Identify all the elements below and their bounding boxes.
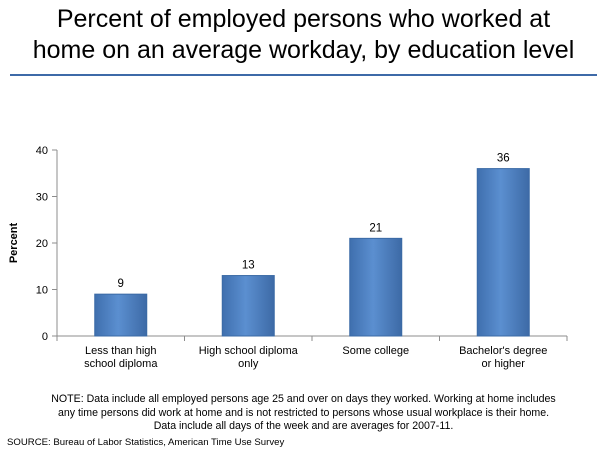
- y-tick-label: 10: [36, 285, 48, 297]
- chart-title: Percent of employed persons who worked a…: [0, 4, 607, 66]
- title-line-2: home on an average workday, by education…: [32, 36, 575, 64]
- bar-4: [476, 168, 530, 337]
- x-tick-label: or higher: [482, 358, 526, 370]
- y-tick-label: 30: [36, 192, 48, 204]
- title-line-1: Percent of employed persons who worked a…: [56, 5, 551, 33]
- note-line-1: NOTE: Data include all employed persons …: [51, 393, 556, 405]
- x-tick-label: school diploma: [84, 358, 158, 370]
- y-tick-label: 40: [36, 145, 48, 157]
- chart-source: SOURCE: Bureau of Labor Statistics, Amer…: [7, 437, 285, 448]
- y-tick-label: 0: [42, 331, 48, 343]
- bar-2: [221, 275, 275, 337]
- y-axis-title: Percent: [8, 222, 20, 263]
- bar-3: [349, 237, 403, 337]
- note-line-3: Data include all days of the week and ar…: [153, 420, 454, 432]
- x-tick-label: only: [238, 358, 259, 370]
- y-tick-label: 20: [36, 238, 48, 250]
- x-tick-label: Less than high: [85, 345, 157, 357]
- data-label-2: 13: [242, 260, 255, 272]
- data-label-1: 9: [118, 278, 124, 290]
- note-line-2: any time persons did work at home and is…: [57, 406, 550, 419]
- chart-note: NOTE: Data include all employed persons …: [0, 393, 607, 434]
- data-label-3: 21: [369, 222, 382, 234]
- x-tick-label: High school diploma: [199, 345, 299, 357]
- title-divider: [10, 74, 597, 76]
- data-label-4: 36: [497, 153, 510, 165]
- x-tick-label: Bachelor's degree: [459, 345, 547, 357]
- x-tick-label: Some college: [342, 345, 409, 357]
- bar-1: [94, 293, 148, 337]
